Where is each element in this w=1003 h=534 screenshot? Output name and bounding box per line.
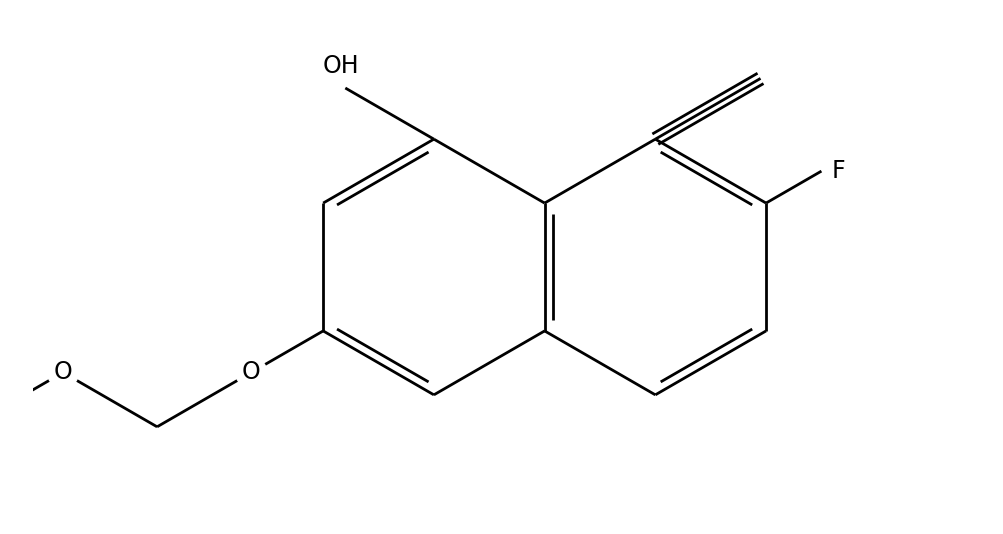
Text: F: F: [830, 159, 845, 183]
Text: OH: OH: [322, 54, 359, 78]
Text: O: O: [242, 360, 261, 384]
Text: O: O: [53, 360, 72, 384]
